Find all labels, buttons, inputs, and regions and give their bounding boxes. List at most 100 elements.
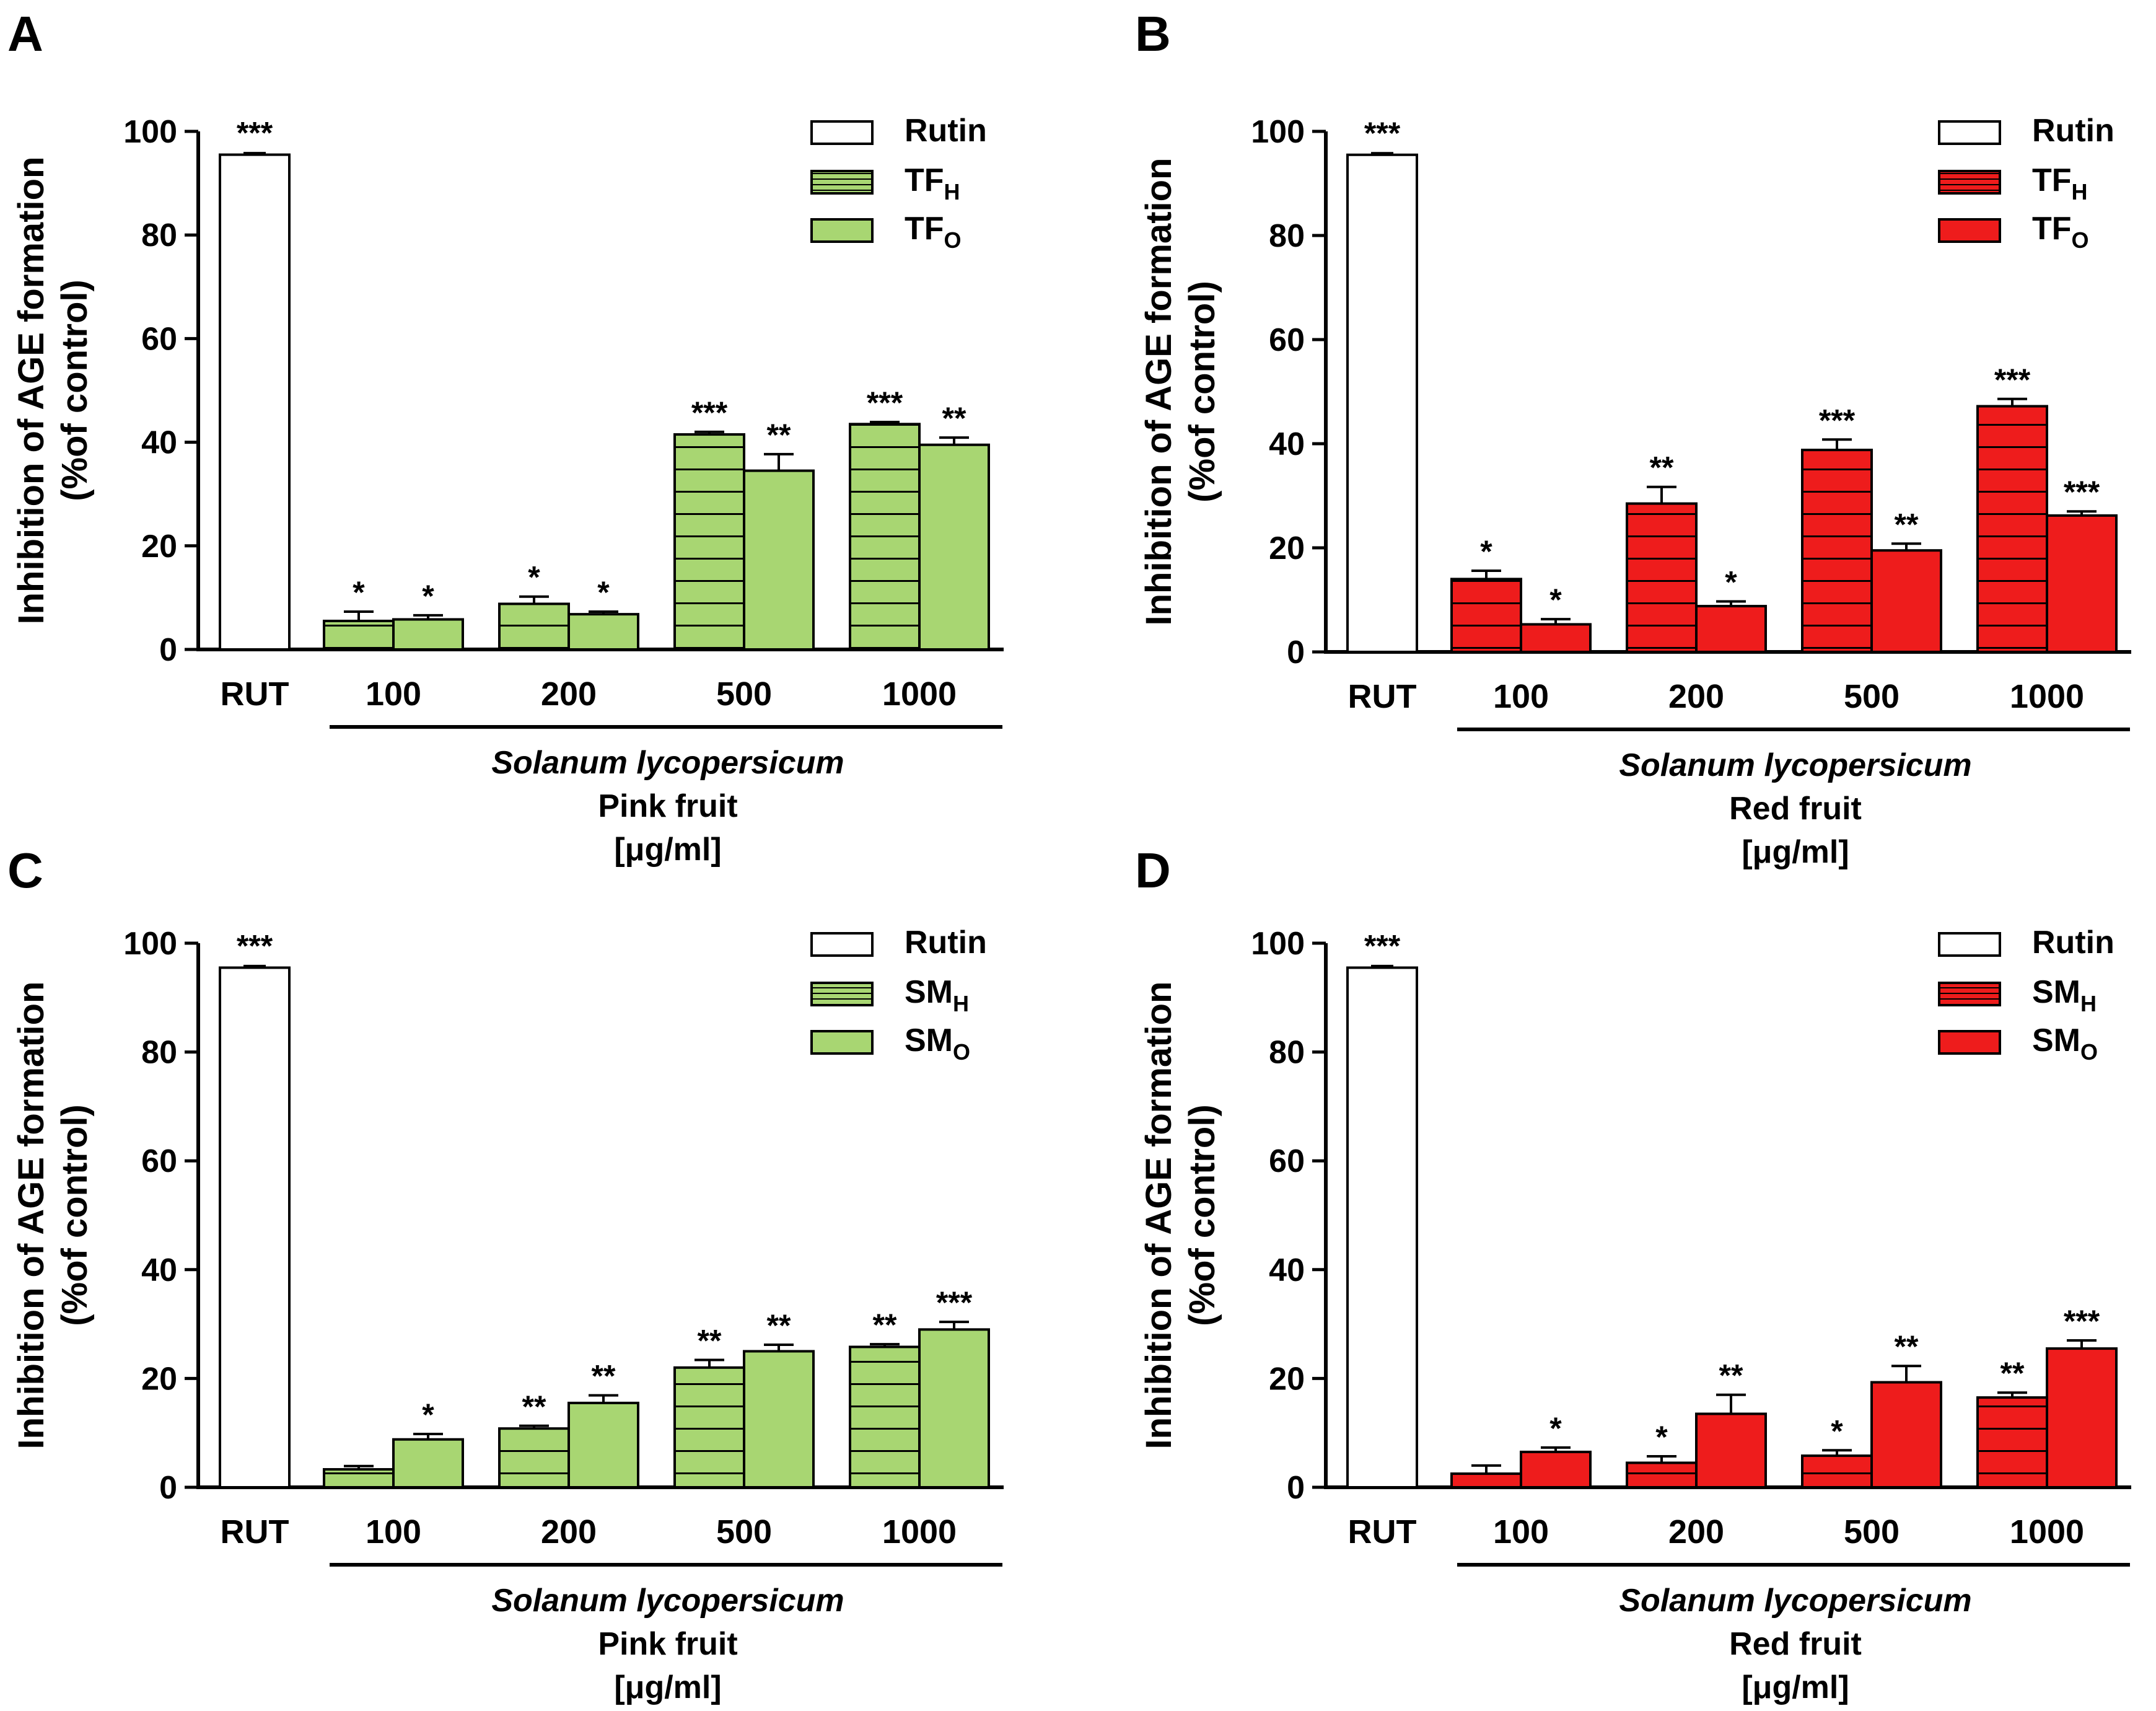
panel-d-category-label: 200 (1668, 1513, 1724, 1550)
panel-a-bar-tfh-1000 (849, 423, 921, 651)
panel-c-legend-label-0: Rutin (905, 925, 987, 961)
panel-a-bar-tfo-1000 (918, 443, 990, 651)
panel-a-legend-swatch-0 (810, 120, 874, 145)
panel-b-bar-tfo-100 (1520, 623, 1592, 653)
panel-a-ytick-label: 60 (141, 321, 177, 357)
panel-b-ytick-label: 0 (1287, 635, 1305, 671)
panel-c-sig-label: ** (767, 1308, 791, 1343)
panel-d-category-label: 500 (1844, 1513, 1900, 1550)
panel-c-ytick-label: 80 (141, 1035, 177, 1071)
panel-b-legend-label-1: TFH (2032, 162, 2088, 205)
panel-a-ytick-label: 80 (141, 218, 177, 253)
panel-d: D Inhibition of AGE formation (%of control… (1135, 843, 2131, 1705)
panel-a-rutin-sig: *** (237, 116, 273, 151)
panel-b-letter: B (1135, 6, 1171, 61)
panel-b-sig-label: *** (2064, 475, 2100, 509)
panel-c-sig-label: ** (698, 1324, 722, 1358)
panel-d-rutin-label: RUT (1348, 1513, 1417, 1550)
panel-a-ytick-label: 40 (141, 425, 177, 461)
panel-b-legend-label-0: Rutin (2032, 113, 2114, 149)
panel-b-xlabel-fruit: Red fruit (1729, 791, 1862, 827)
panel-d-sig-label: ** (2000, 1356, 2025, 1391)
panel-d-sig-label: ** (1719, 1358, 1743, 1393)
panel-b-sig-label: ** (1650, 451, 1674, 485)
panel-d-xlabel-fruit: Red fruit (1729, 1626, 1862, 1662)
panel-c-ytick-label: 60 (141, 1143, 177, 1179)
panel-c-ytick-label: 0 (159, 1470, 177, 1506)
panel-a-sig-label: * (597, 575, 610, 610)
panel-c-sig-label: ** (592, 1359, 616, 1394)
panel-b-bar-tfo-200 (1695, 605, 1767, 654)
panel-a-ytick-label: 20 (141, 529, 177, 565)
panel-a-rutin-bar (219, 153, 291, 651)
panel-a-category-label: 500 (716, 675, 772, 713)
panel-b-ytick-label: 80 (1269, 218, 1305, 254)
panel-b-category-label: 100 (1493, 678, 1549, 715)
panel-d-category-label: 1000 (2010, 1513, 2084, 1550)
panel-c-bar-smo-1000 (918, 1328, 990, 1489)
panel-d-rutin-bar (1346, 966, 1418, 1489)
panel-a-xlabel-unit: [μg/ml] (614, 832, 721, 868)
panel-b-ytick-label: 40 (1269, 426, 1305, 462)
panel-a: A Inhibition of AGE formation (%of control… (7, 6, 1004, 868)
panel-c-legend-label-1: SMH (905, 974, 969, 1016)
panel-d-legend-swatch-1 (1938, 982, 2001, 1006)
panel-a-sig-label: *** (867, 385, 903, 420)
panel-d-bar-smo-1000 (2046, 1347, 2118, 1489)
panel-c-sig-label: ** (873, 1308, 897, 1342)
panel-b-bar-tfh-200 (1626, 502, 1698, 653)
panel-a-bar-tfo-100 (392, 618, 464, 651)
panel-c-rutin-label: RUT (221, 1513, 289, 1550)
panel-d-ytick-label: 100 (1251, 926, 1305, 962)
panel-c-legend-subscript-2: O (953, 1039, 970, 1065)
panel-a-category-label: 100 (366, 675, 421, 713)
panel-b-ylabel-line1: Inhibition of AGE formation (1139, 158, 1179, 626)
panel-b-rutin-bar (1346, 153, 1418, 654)
panel-b-sig-label: * (1549, 583, 1562, 617)
panel-d-legend-subscript-2: O (2080, 1039, 2098, 1065)
panel-d-xlabel-unit: [μg/ml] (1742, 1669, 1849, 1705)
panel-a-legend-subscript-1: H (944, 179, 960, 205)
panel-d-legend-label-0: Rutin (2032, 925, 2114, 961)
panel-c-legend-swatch-1 (810, 982, 874, 1006)
panel-b-rutin-sig: *** (1364, 116, 1401, 151)
panel-c-rutin-sig: *** (237, 929, 273, 964)
panel-a-ylabel-line2: (%of control) (55, 279, 95, 501)
panel-a-ylabel-line1: Inhibition of AGE formation (11, 157, 51, 625)
panel-b-category-label: 500 (1844, 678, 1900, 715)
panel-d-rutin-sig: *** (1364, 929, 1401, 964)
panel-b-bar-tfo-500 (1870, 549, 1942, 654)
panel-a-rutin-label: RUT (221, 675, 289, 713)
panel-b-ytick-label: 20 (1269, 530, 1305, 566)
panel-d-ytick-label: 60 (1269, 1143, 1305, 1179)
panel-a-xlabel-species: Solanum lycopersicum (491, 745, 844, 781)
panel-c-sig-label: * (422, 1397, 434, 1432)
panel-b-category-label: 200 (1668, 678, 1724, 715)
panel-d-bar-smo-100 (1520, 1450, 1592, 1489)
panel-a-bar-tfh-100 (323, 620, 395, 651)
panel-c-ytick-label: 40 (141, 1252, 177, 1288)
panel-c-xlabel-unit: [μg/ml] (614, 1669, 721, 1705)
panel-a-letter: A (7, 6, 43, 61)
panel-d-legend-swatch-2 (1938, 1030, 2001, 1055)
panel-c-bar-smh-500 (673, 1366, 745, 1489)
panel-d-legend-label-2: SMO (2032, 1023, 2098, 1065)
panel-a-bar-tfo-200 (567, 613, 639, 651)
panel-d-letter: D (1135, 843, 1171, 898)
panel-c-sig-label: *** (936, 1285, 973, 1320)
panel-d-legend-label-1: SMH (2032, 974, 2097, 1016)
panel-b-bar-tfh-1000 (1976, 405, 2048, 654)
panel-a-legend-label-1: TFH (905, 162, 960, 205)
panel-c-ylabel-line2: (%of control) (55, 1104, 95, 1326)
panel-b-sig-label: *** (1819, 403, 1856, 438)
panel-d-bar-smo-200 (1695, 1412, 1767, 1489)
panel-c-bar-smo-200 (567, 1401, 639, 1489)
panel-b-legend-swatch-2 (1938, 218, 2001, 243)
panel-d-ytick-label: 20 (1269, 1361, 1305, 1397)
panel-b-ylabel-line2: (%of control) (1182, 281, 1222, 503)
panel-a-sig-label: *** (691, 395, 728, 430)
panel-b-xlabel-unit: [μg/ml] (1742, 834, 1849, 870)
panel-b-legend-swatch-0 (1938, 120, 2001, 145)
panel-c-legend-label-2: SMO (905, 1023, 970, 1065)
